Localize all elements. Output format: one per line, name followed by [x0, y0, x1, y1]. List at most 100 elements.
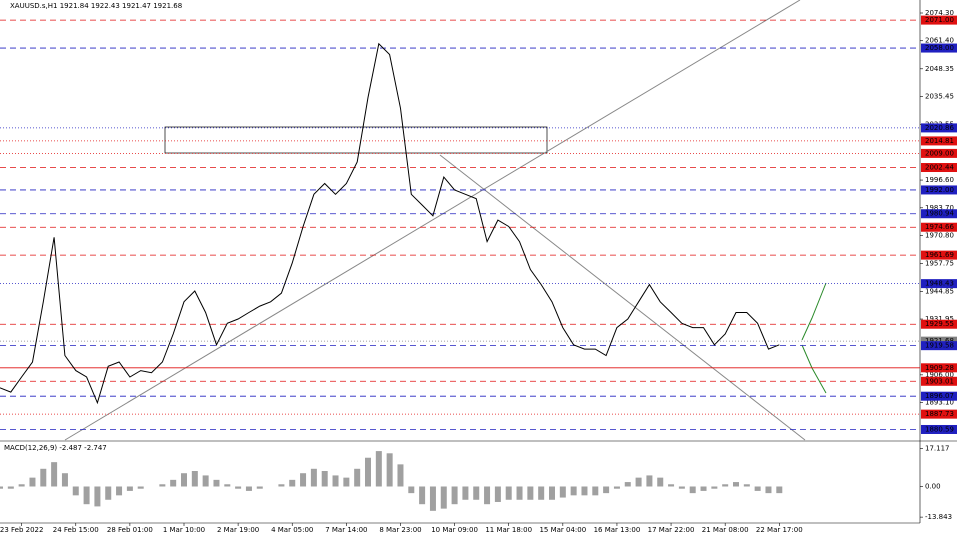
price-level-label: 1929.55 — [925, 320, 954, 328]
price-level-box — [921, 363, 957, 373]
price-level-label: 1880.59 — [925, 425, 954, 433]
macd-bar — [711, 486, 718, 489]
price-level-label: 1921.68 — [925, 337, 954, 345]
price-level-box — [921, 123, 957, 133]
price-level-label: 2020.86 — [925, 124, 954, 132]
macd-bar — [549, 486, 555, 500]
price-pane: 2074.302061.402048.352035.452022.551996.… — [0, 9, 957, 434]
macd-bar — [613, 486, 620, 489]
y-tick-label: 1893.10 — [925, 399, 954, 407]
macd-bar — [668, 484, 675, 487]
arrow-up — [801, 282, 827, 341]
chart-title: XAUUSD.s,H1 1921.84 1922.43 1921.47 1921… — [10, 2, 182, 10]
x-tick-label: 22 Mar 17:00 — [756, 526, 803, 534]
price-level-box — [921, 424, 957, 434]
macd-bar — [202, 475, 209, 487]
price-level-label: 2009.00 — [925, 149, 954, 157]
price-level-label: 1961.69 — [925, 251, 954, 259]
price-level-box — [921, 185, 957, 195]
price-level-label: 1887.73 — [925, 410, 954, 418]
macd-bar — [126, 486, 133, 491]
x-tick-label: 24 Feb 15:00 — [53, 526, 99, 534]
macd-bar — [635, 477, 642, 487]
macd-bar — [94, 486, 101, 507]
y-tick-label: 2061.40 — [925, 37, 954, 45]
y-tick-label: 0.00 — [925, 482, 941, 490]
price-level-label: 1948.43 — [925, 280, 954, 288]
price-level-box — [921, 136, 957, 146]
macd-bar — [722, 484, 729, 487]
x-tick-label: 16 Mar 13:00 — [594, 526, 641, 534]
macd-bar — [105, 486, 112, 500]
macd-bar — [40, 468, 47, 487]
x-tick-label: 1 Mar 10:00 — [163, 526, 205, 534]
x-tick-label: 23 Feb 2022 — [0, 526, 43, 534]
price-level-label: 2071.00 — [925, 16, 954, 24]
y-tick-label: 17.117 — [925, 445, 950, 453]
macd-bar — [354, 468, 361, 487]
macd-bar — [527, 486, 534, 500]
macd-bar — [462, 486, 469, 500]
macd-bar — [776, 486, 783, 494]
x-tick-label: 10 Mar 09:00 — [431, 526, 478, 534]
y-tick-label: 1906.00 — [925, 371, 954, 379]
macd-bar — [516, 486, 523, 500]
macd-bar — [559, 486, 566, 498]
macd-bar — [137, 486, 144, 489]
macd-bar — [256, 486, 263, 489]
macd-bar — [538, 486, 545, 500]
macd-bar — [603, 486, 610, 494]
trend-line — [439, 154, 806, 441]
macd-bar — [51, 462, 58, 487]
y-tick-label: 1996.60 — [925, 176, 954, 184]
price-line — [0, 42, 780, 405]
price-level-box — [921, 409, 957, 419]
y-tick-label: 2035.45 — [925, 93, 954, 101]
macd-bar — [429, 486, 436, 511]
price-level-label: 1903.01 — [925, 377, 954, 385]
macd-bar — [289, 479, 296, 487]
price-level-box — [921, 163, 957, 173]
macd-bar — [159, 484, 166, 487]
price-level-box — [921, 391, 957, 401]
price-level-box — [921, 341, 957, 351]
macd-bar — [343, 477, 350, 487]
y-tick-label: 1983.70 — [925, 204, 954, 212]
macd-bar — [754, 486, 761, 491]
macd-bar — [7, 486, 14, 489]
macd-bar — [743, 484, 750, 487]
x-tick-label: 7 Mar 14:00 — [325, 526, 367, 534]
macd-bar — [300, 473, 307, 487]
macd-bar — [440, 486, 447, 509]
macd-bar — [18, 484, 25, 487]
macd-bar — [191, 471, 198, 487]
price-level-box — [921, 336, 957, 346]
macd-bar — [29, 477, 36, 487]
macd-bar — [375, 451, 382, 487]
indicator-title: MACD(12,26,9) -2.487 -2.747 — [4, 444, 107, 452]
trend-line — [64, 0, 801, 441]
price-level-label: 2002.44 — [925, 164, 954, 172]
macd-bar — [116, 486, 123, 496]
macd-bar — [0, 486, 3, 489]
x-tick-label: 21 Mar 08:00 — [702, 526, 749, 534]
macd-bar — [72, 486, 79, 496]
x-tick-label: 28 Feb 01:00 — [107, 526, 153, 534]
x-tick-label: 2 Mar 19:00 — [217, 526, 259, 534]
x-tick-label: 17 Mar 22:00 — [648, 526, 695, 534]
price-level-box — [921, 43, 957, 53]
macd-bar — [689, 486, 696, 494]
x-tick-label: 4 Mar 05:00 — [271, 526, 313, 534]
price-level-box — [921, 209, 957, 219]
macd-bar — [310, 468, 317, 487]
price-level-label: 1896.07 — [925, 392, 954, 400]
price-level-box — [921, 15, 957, 25]
y-tick-label: -13.843 — [925, 513, 952, 521]
macd-bar — [419, 486, 426, 505]
macd-bar — [213, 479, 220, 487]
macd-bar — [592, 486, 599, 496]
y-tick-label: 2074.30 — [925, 9, 954, 17]
price-level-box — [921, 376, 957, 386]
macd-bar — [278, 484, 285, 487]
macd-bar — [678, 486, 685, 489]
